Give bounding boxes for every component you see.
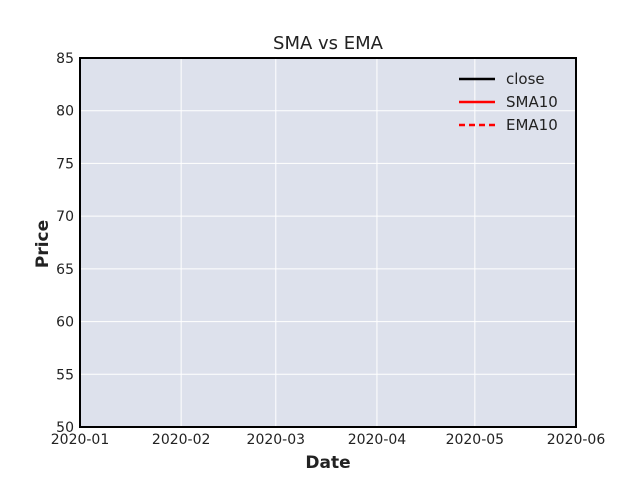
plot-area: [80, 58, 576, 427]
y-tick-label: 60: [56, 315, 74, 331]
x-tick-label: 2020-03: [247, 432, 306, 448]
legend-item-ema10: EMA10: [459, 116, 558, 134]
x-tick-label: 2020-01: [51, 432, 110, 448]
x-tick-label: 2020-05: [446, 432, 505, 448]
y-axis-label: Price: [33, 220, 53, 268]
plot-frame: [79, 57, 577, 428]
x-tick-label: 2020-06: [547, 432, 606, 448]
y-axis-ticks: 50 55 60 65 70 75 80 85: [56, 51, 74, 436]
legend-label-close: close: [506, 70, 545, 88]
y-tick-label: 65: [56, 262, 74, 278]
y-tick-label: 80: [56, 104, 74, 120]
y-tick-label: 75: [56, 156, 74, 172]
y-tick-label: 70: [56, 209, 74, 225]
x-tick-label: 2020-04: [348, 432, 407, 448]
y-tick-label: 50: [56, 420, 74, 436]
y-tick-label: 55: [56, 367, 74, 383]
x-axis-ticks: 2020-01 2020-02 2020-03 2020-04 2020-05 2020-…: [51, 432, 606, 448]
x-tick-label: 2020-02: [152, 432, 211, 448]
legend-label-sma10: SMA10: [506, 93, 558, 111]
y-tick-label: 85: [56, 51, 74, 67]
x-axis-label: Date: [305, 453, 350, 473]
chart-title: SMA vs EMA: [273, 33, 384, 54]
legend-item-sma10: SMA10: [459, 93, 558, 111]
legend-item-close: close: [459, 70, 545, 88]
legend-label-ema10: EMA10: [506, 116, 558, 134]
legend: close SMA10 EMA10: [459, 70, 558, 134]
